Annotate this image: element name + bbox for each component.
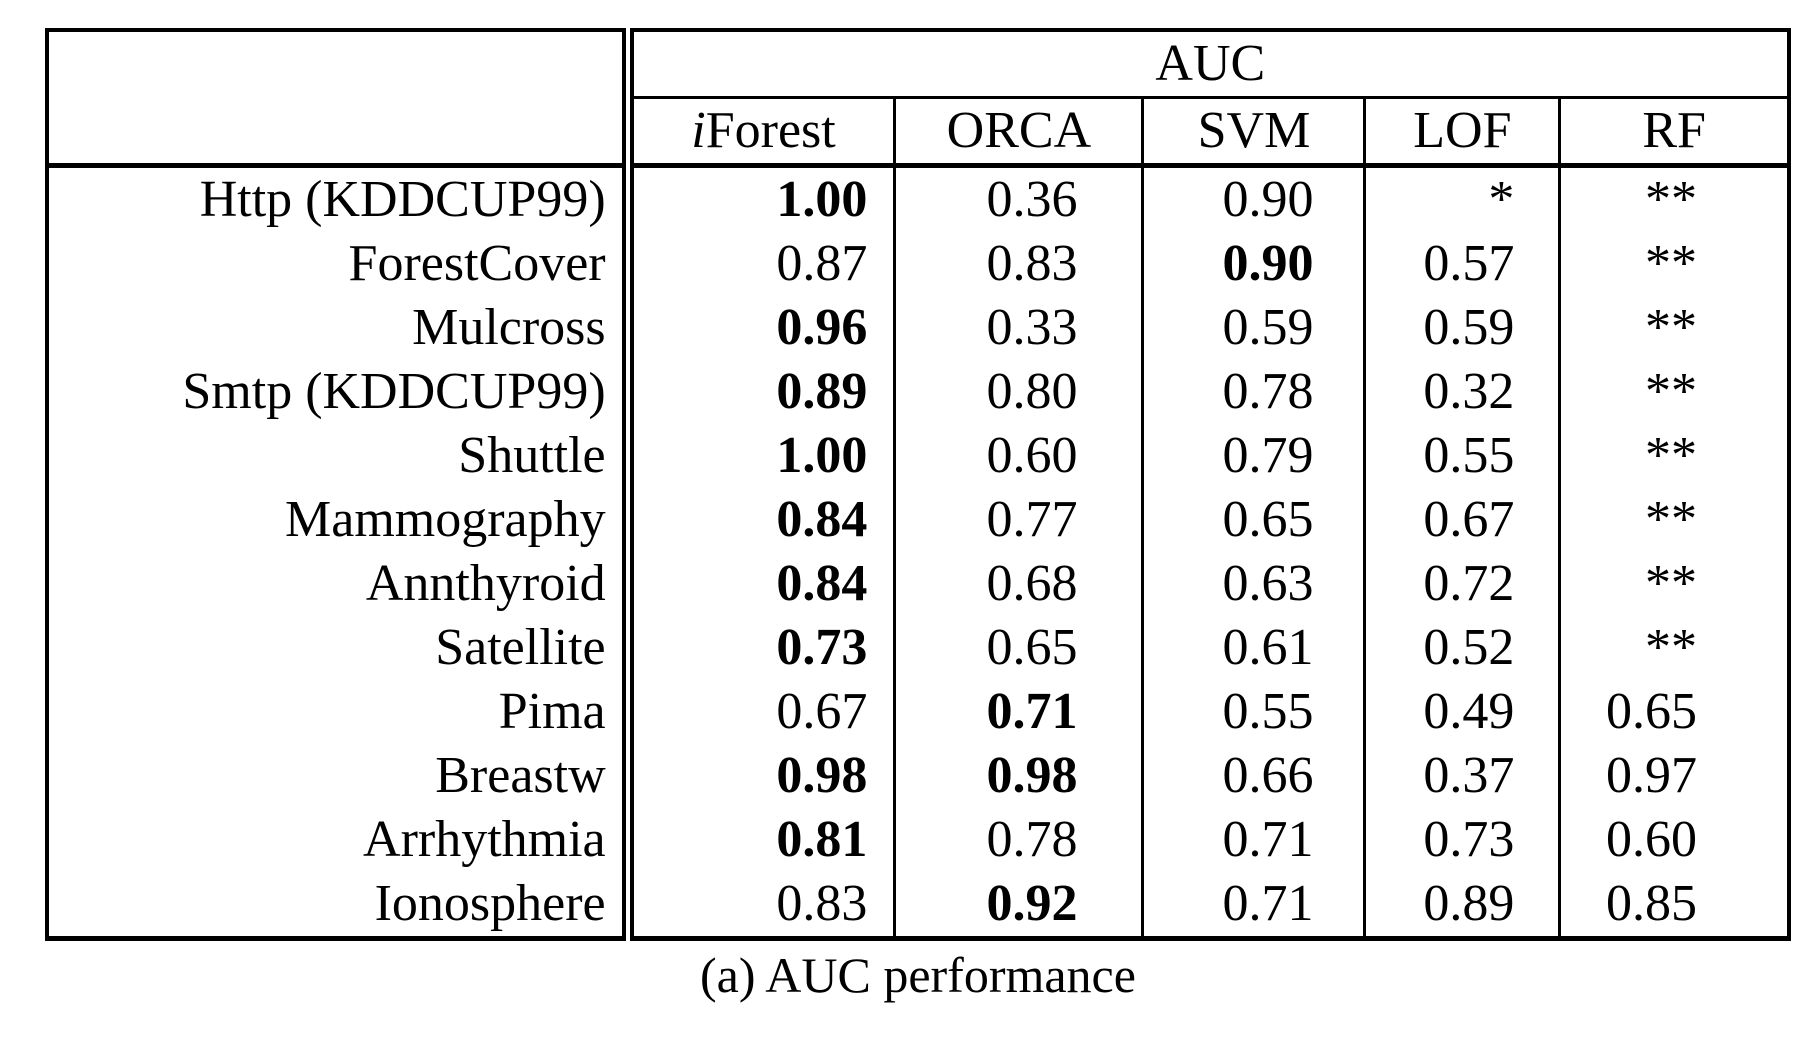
value-cell-svm: 0.71 — [1141, 872, 1365, 939]
value-cell-svm: 0.59 — [1141, 296, 1365, 360]
value-cell-orca: 0.68 — [893, 552, 1143, 616]
column-header-iforest: iForest — [621, 97, 895, 168]
value-cell-rf: ** — [1558, 488, 1789, 552]
dataset-name-cell: Shuttle — [458, 427, 606, 484]
dataset-name-cell: Mammography — [285, 491, 606, 548]
value-cell-lof: * — [1363, 165, 1560, 232]
dataset-name-cell: Arrhythmia — [363, 811, 606, 868]
dataset-name-cell: Smtp (KDDCUP99) — [182, 363, 606, 420]
value-cell-orca: 0.77 — [893, 488, 1143, 552]
value-cell-rf: ** — [1558, 616, 1789, 680]
auc-group-header: AUC — [621, 30, 1789, 99]
dataset-name-cell: Http (KDDCUP99) — [199, 171, 606, 228]
dataset-column-header-empty — [47, 30, 628, 168]
table-row: Ionosphere 0.83 0.92 0.71 0.89 0.85 — [47, 872, 1789, 939]
table-caption: (a) AUC performance — [700, 947, 1136, 1003]
table-row: Shuttle 1.00 0.60 0.79 0.55 ** — [47, 424, 1789, 488]
value-cell-rf: 0.97 — [1558, 744, 1789, 808]
table-row: Mammography 0.84 0.77 0.65 0.67 ** — [47, 488, 1789, 552]
value-cell-lof: 0.67 — [1363, 488, 1560, 552]
value-cell-svm: 0.66 — [1141, 744, 1365, 808]
value-cell-iforest: 0.84 — [621, 488, 895, 552]
column-header-lof: LOF — [1363, 97, 1560, 168]
method-header-row: iForest ORCA SVM LOF RF — [47, 97, 1789, 168]
column-header-svm: SVM — [1141, 97, 1365, 168]
value-cell-lof: 0.72 — [1363, 552, 1560, 616]
value-cell-rf: ** — [1558, 360, 1789, 424]
dataset-name-cell: Ionosphere — [374, 875, 606, 932]
value-cell-iforest: 0.84 — [621, 552, 895, 616]
value-cell-rf: ** — [1558, 296, 1789, 360]
value-cell-svm: 0.63 — [1141, 552, 1365, 616]
dataset-name-cell: Satellite — [435, 619, 606, 676]
column-header-orca: ORCA — [893, 97, 1143, 168]
value-cell-iforest: 1.00 — [621, 165, 895, 232]
value-cell-orca: 0.60 — [893, 424, 1143, 488]
value-cell-orca: 0.92 — [893, 872, 1143, 939]
column-header-rf: RF — [1558, 97, 1789, 168]
value-cell-iforest: 0.83 — [621, 872, 895, 939]
value-cell-lof: 0.59 — [1363, 296, 1560, 360]
value-cell-svm: 0.65 — [1141, 488, 1365, 552]
value-cell-svm: 0.55 — [1141, 680, 1365, 744]
value-cell-svm: 0.78 — [1141, 360, 1365, 424]
value-cell-rf: ** — [1558, 424, 1789, 488]
value-cell-lof: 0.73 — [1363, 808, 1560, 872]
group-header-row: AUC — [47, 30, 1789, 168]
value-cell-orca: 0.83 — [893, 232, 1143, 296]
table-row: Annthyroid 0.84 0.68 0.63 0.72 ** — [47, 552, 1789, 616]
dataset-name-cell: Mulcross — [412, 299, 606, 356]
value-cell-svm: 0.90 — [1141, 232, 1365, 296]
table-row: ForestCover 0.87 0.83 0.90 0.57 ** — [47, 232, 1789, 296]
value-cell-iforest: 0.89 — [621, 360, 895, 424]
value-cell-lof: 0.49 — [1363, 680, 1560, 744]
value-cell-lof: 0.55 — [1363, 424, 1560, 488]
value-cell-lof: 0.57 — [1363, 232, 1560, 296]
value-cell-orca: 0.78 — [893, 808, 1143, 872]
value-cell-svm: 0.71 — [1141, 808, 1365, 872]
value-cell-orca: 0.80 — [893, 360, 1143, 424]
value-cell-orca: 0.65 — [893, 616, 1143, 680]
value-cell-rf: ** — [1558, 552, 1789, 616]
value-cell-orca: 0.98 — [893, 744, 1143, 808]
value-cell-iforest: 0.81 — [621, 808, 895, 872]
value-cell-iforest: 0.98 — [621, 744, 895, 808]
dataset-name-cell: Breastw — [435, 747, 606, 804]
italic-letter: i — [691, 102, 706, 159]
value-cell-rf: 0.65 — [1558, 680, 1789, 744]
value-cell-iforest: 1.00 — [621, 424, 895, 488]
value-cell-orca: 0.36 — [893, 165, 1143, 232]
value-cell-rf: 0.85 — [1558, 872, 1789, 939]
dataset-name-cell: Pima — [498, 683, 606, 740]
value-cell-svm: 0.61 — [1141, 616, 1365, 680]
value-cell-lof: 0.52 — [1363, 616, 1560, 680]
value-cell-iforest: 0.96 — [621, 296, 895, 360]
value-cell-iforest: 0.67 — [621, 680, 895, 744]
value-cell-rf: ** — [1558, 165, 1789, 232]
value-cell-iforest: 0.73 — [621, 616, 895, 680]
value-cell-rf: 0.60 — [1558, 808, 1789, 872]
table-row: Satellite 0.73 0.65 0.61 0.52 ** — [47, 616, 1789, 680]
value-cell-svm: 0.90 — [1141, 165, 1365, 232]
value-cell-iforest: 0.87 — [621, 232, 895, 296]
table-row: Http (KDDCUP99) 1.00 0.36 0.90 * ** — [47, 165, 1789, 232]
value-cell-lof: 0.32 — [1363, 360, 1560, 424]
value-cell-svm: 0.79 — [1141, 424, 1365, 488]
table-row: Mulcross 0.96 0.33 0.59 0.59 ** — [47, 296, 1789, 360]
auc-performance-table: AUC iForest ORCA SVM LOF RF Http (KDDCUP99) 1… — [45, 28, 1791, 941]
table-row: Pima 0.67 0.71 0.55 0.49 0.65 — [47, 680, 1789, 744]
table-row: Smtp (KDDCUP99) 0.89 0.80 0.78 0.32 ** — [47, 360, 1789, 424]
value-cell-lof: 0.89 — [1363, 872, 1560, 939]
dataset-name-cell: ForestCover — [348, 235, 606, 292]
value-cell-orca: 0.33 — [893, 296, 1143, 360]
value-cell-lof: 0.37 — [1363, 744, 1560, 808]
value-cell-orca: 0.71 — [893, 680, 1143, 744]
table-row: Breastw 0.98 0.98 0.66 0.37 0.97 — [47, 744, 1789, 808]
table-row: Arrhythmia 0.81 0.78 0.71 0.73 0.60 — [47, 808, 1789, 872]
value-cell-rf: ** — [1558, 232, 1789, 296]
dataset-name-cell: Annthyroid — [365, 555, 606, 612]
